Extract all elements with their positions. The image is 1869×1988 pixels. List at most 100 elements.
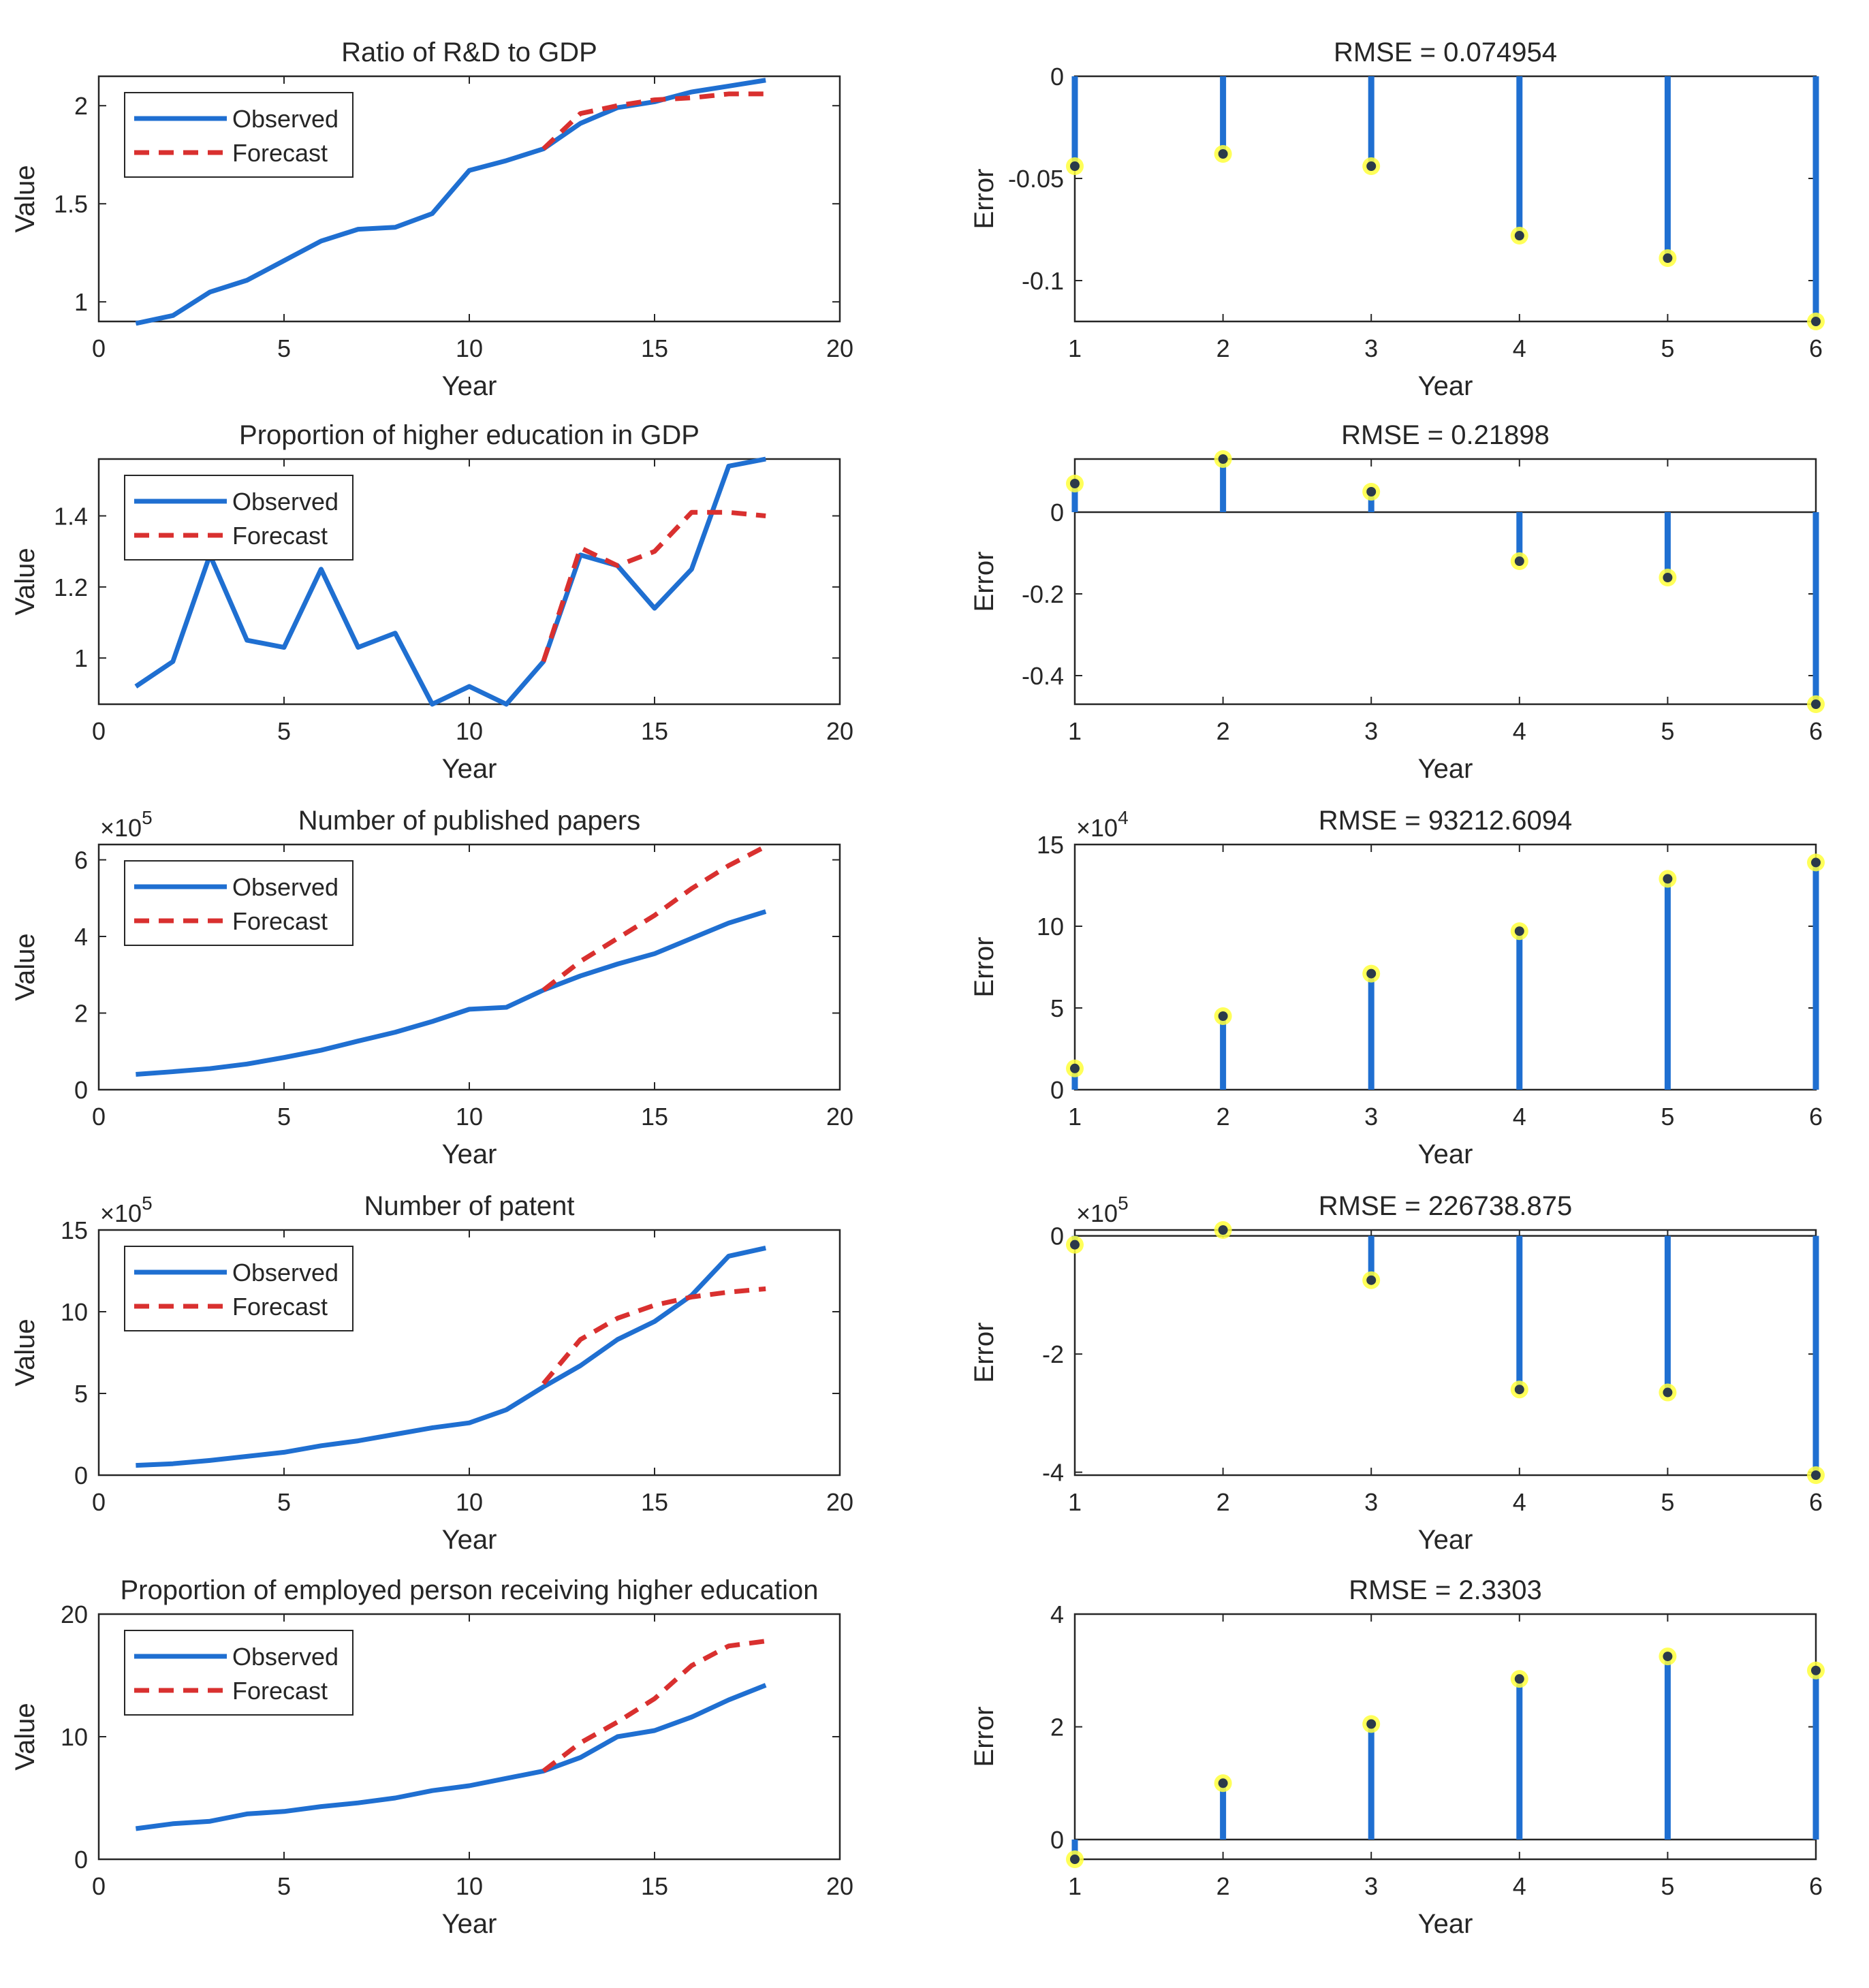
error-stem-chart-9: 1 2 3 4 5 6 0 2 4 RMSE = 2.3303 Year Error (969, 1575, 1825, 1939)
x-tick-label: 10 (456, 1872, 483, 1900)
series-group (136, 844, 767, 1077)
stem-marker-5 (1663, 253, 1673, 263)
x-tick-label: 1 (1068, 334, 1082, 362)
chart-title: RMSE = 93212.6094 (1319, 806, 1572, 836)
x-tick-label: 3 (1364, 1103, 1378, 1131)
legend-box (124, 1630, 354, 1716)
x-tick-label: 15 (641, 717, 668, 745)
legend-forecast-label: Forecast (232, 1293, 328, 1321)
x-tick-label: 4 (1513, 1103, 1526, 1131)
x-tick-label: 15 (641, 1488, 668, 1516)
series-group (135, 78, 766, 326)
stem-marker-3 (1366, 1719, 1377, 1729)
x-tick-label: 5 (277, 717, 291, 745)
y-tick-label: 0 (1050, 63, 1064, 91)
x-tick-label: 20 (826, 1872, 853, 1900)
x-tick-label: 4 (1513, 334, 1526, 362)
y-tick-label: 1 (74, 644, 88, 672)
x-tick-label: 0 (92, 1488, 106, 1516)
stem-marker-6 (1811, 317, 1821, 326)
stem-marker-6 (1811, 857, 1821, 868)
observed-line (136, 909, 767, 1077)
x-tick-label: 6 (1809, 1488, 1823, 1516)
x-tick-label: 2 (1216, 717, 1230, 745)
x-tick-label: 2 (1216, 1872, 1230, 1900)
y-axis-label: Value (10, 1319, 40, 1386)
chart-title: RMSE = 226738.875 (1319, 1191, 1572, 1221)
chart-title: RMSE = 0.074954 (1334, 37, 1557, 67)
x-axis-label: Year (1418, 371, 1473, 401)
stem-marker-1 (1070, 1855, 1080, 1864)
y-axis-label: Value (10, 165, 40, 232)
stem-marker-6 (1811, 1470, 1821, 1480)
x-tick-label: 15 (641, 334, 668, 362)
x-tick-label: 3 (1364, 717, 1378, 745)
x-tick-label: 5 (277, 1488, 291, 1516)
y-tick-label: 0 (74, 1846, 88, 1874)
legend-observed-label: Observed (232, 1259, 339, 1287)
line-chart-4: 0 5 10 15 20 0 2 4 6 Number of published papers Ye… (10, 806, 853, 1169)
stem-marker-2 (1218, 1778, 1228, 1788)
x-tick-label: 20 (826, 1103, 853, 1131)
stem-marker-2 (1218, 149, 1228, 159)
stem-marker-2 (1218, 454, 1228, 464)
y-tick-label: 0 (1050, 1826, 1064, 1854)
axes-box (1073, 843, 1817, 1091)
legend-observed-label: Observed (232, 873, 339, 901)
chart-title: Number of published papers (298, 806, 641, 836)
y-tick-label: 0 (1050, 1076, 1064, 1104)
error-stem-chart-3: 1 2 3 4 5 6 -0.4 -0.2 0 RMSE = 0.21898 Year Error (969, 420, 1825, 784)
stem-marker-2 (1218, 1225, 1228, 1235)
x-tick-label: 1 (1068, 1872, 1082, 1900)
x-tick-label: 10 (456, 1103, 483, 1131)
stem-marker-4 (1514, 926, 1524, 936)
y-tick-label: 0 (74, 1462, 88, 1489)
y-axis-label: Error (969, 1707, 999, 1767)
y-axis-label: Value (10, 933, 40, 1000)
y-tick-label: -0.2 (1022, 580, 1064, 608)
chart-title: RMSE = 0.21898 (1341, 420, 1550, 450)
x-tick-label: 6 (1809, 717, 1823, 745)
exponent-power: 5 (142, 1193, 153, 1214)
stem-marker-5 (1663, 1387, 1673, 1398)
stem-marker-4 (1514, 556, 1524, 566)
forecast-line (541, 91, 766, 151)
y-tick-label: 15 (1037, 831, 1064, 859)
forecast-line (541, 509, 766, 663)
y-tick-label: 20 (61, 1600, 88, 1628)
x-axis-label: Year (442, 754, 497, 784)
legend-observed-label: Observed (232, 105, 339, 133)
x-tick-label: 5 (277, 1103, 291, 1131)
y-tick-label: 2 (74, 92, 88, 120)
stem-marker-3 (1366, 487, 1377, 496)
y-axis-label: Error (969, 169, 999, 230)
legend-forecast-label: Forecast (232, 1677, 328, 1705)
x-tick-label: 20 (826, 334, 853, 362)
y-tick-label: 10 (61, 1723, 88, 1751)
x-tick-label: 5 (1661, 717, 1674, 745)
y-tick-label: 0 (1050, 1222, 1064, 1250)
x-axis-label: Year (442, 1909, 497, 1939)
stem-marker-6 (1811, 699, 1821, 709)
y-tick-label: 0 (1050, 499, 1064, 526)
y-tick-label: 4 (74, 923, 88, 951)
x-axis-label: Year (442, 1525, 497, 1555)
x-tick-label: 4 (1513, 1488, 1526, 1516)
y-tick-label: 5 (74, 1380, 88, 1408)
x-tick-label: 1 (1068, 1103, 1082, 1131)
stem-marker-4 (1514, 1385, 1524, 1395)
y-tick-label: 5 (1050, 994, 1064, 1022)
forecast-line (541, 844, 767, 992)
x-tick-label: 5 (1661, 334, 1674, 362)
line-chart-8: 0 5 10 15 20 0 10 20 Proportion of employed pers… (10, 1575, 853, 1939)
x-tick-label: 6 (1809, 1103, 1823, 1131)
x-axis-label: Year (1418, 1909, 1473, 1939)
chart-title: Number of patent (364, 1191, 574, 1221)
y-axis-label: Error (969, 552, 999, 612)
legend-box (124, 860, 354, 946)
x-tick-label: 4 (1513, 717, 1526, 745)
y-tick-label: 4 (1050, 1600, 1064, 1628)
x-tick-label: 0 (92, 334, 106, 362)
chart-title: Proportion of employed person receiving … (120, 1575, 818, 1605)
x-tick-label: 5 (1661, 1103, 1674, 1131)
